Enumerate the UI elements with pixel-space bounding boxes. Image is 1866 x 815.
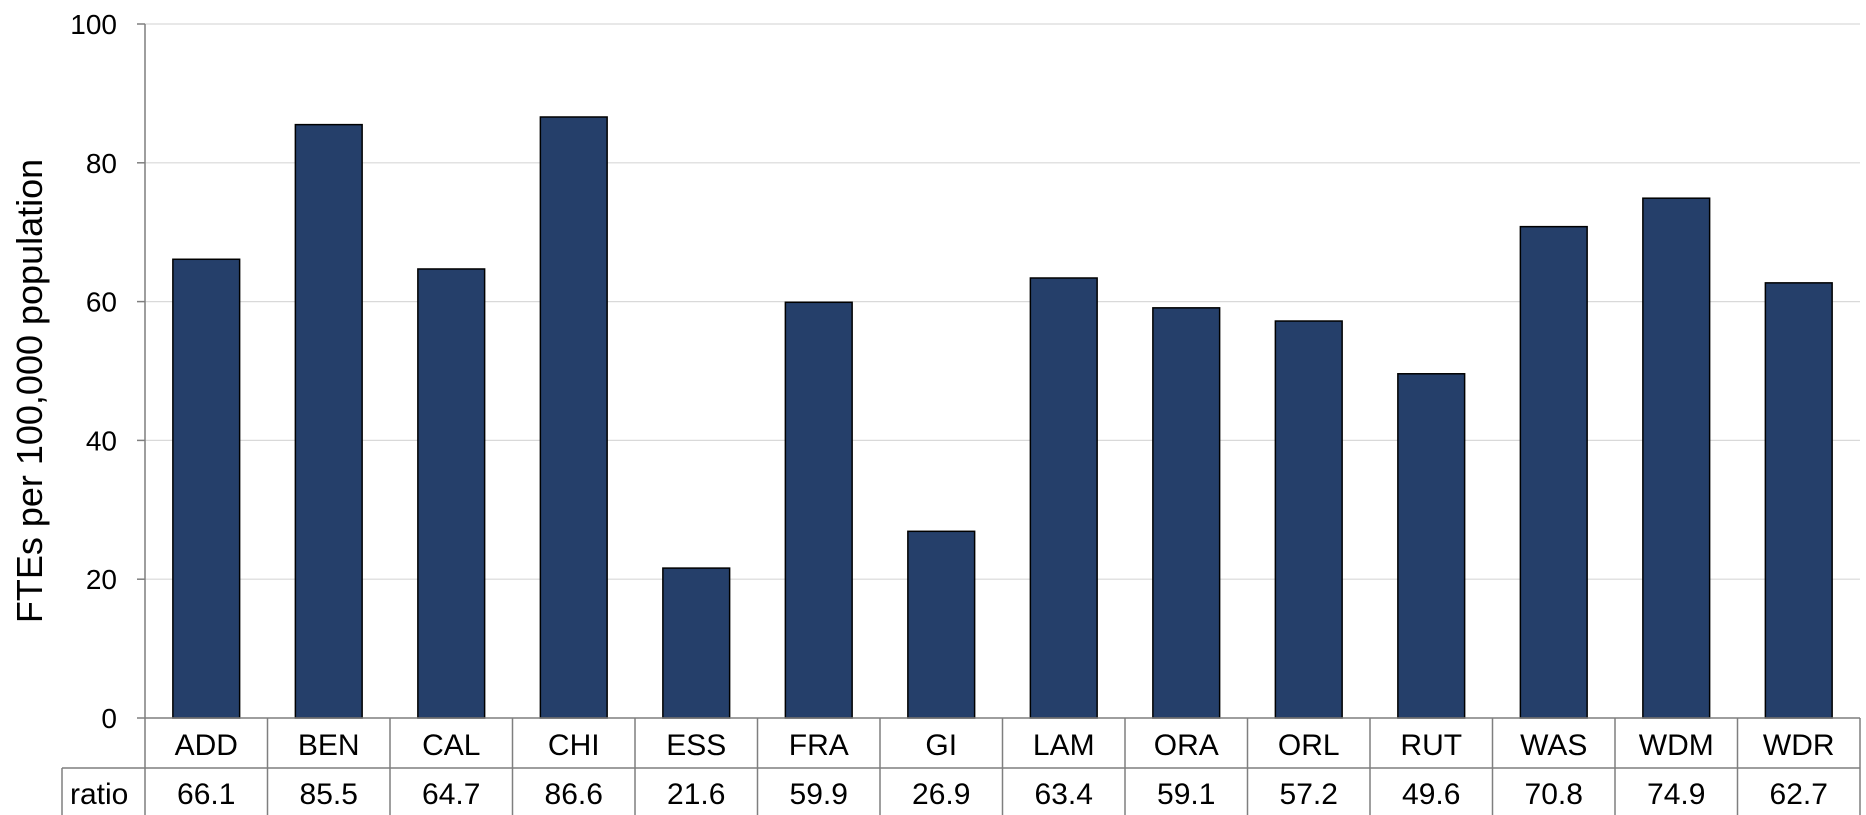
table-value-cell: 57.2 [1280, 778, 1338, 811]
bar-chi [539, 116, 608, 719]
table-value-cell: 21.6 [667, 778, 725, 811]
x-category-label: ORA [1154, 729, 1219, 762]
y-tick-label: 0 [101, 703, 117, 734]
bar-was [1519, 225, 1588, 719]
y-tick-label: 100 [70, 9, 117, 40]
y-tick-label: 40 [86, 425, 117, 456]
table-value-cell: 62.7 [1770, 778, 1828, 811]
x-category-label: WAS [1520, 729, 1587, 762]
bar-lam [1029, 277, 1098, 719]
x-category-label: CAL [422, 729, 480, 762]
table-value-cell: 49.6 [1402, 778, 1460, 811]
y-tick-label: 20 [86, 564, 117, 595]
table-value-cell: 59.1 [1157, 778, 1215, 811]
bar-wdr [1764, 282, 1833, 719]
bars [172, 116, 1833, 719]
table-value-cell: 59.9 [790, 778, 848, 811]
y-axis-title: FTEs per 100,000 population [9, 159, 50, 623]
bar-add [172, 258, 241, 719]
bar-cal [417, 268, 486, 719]
x-category-label: BEN [298, 729, 360, 762]
table-value-cell: 85.5 [300, 778, 358, 811]
x-category-label: FRA [789, 729, 849, 762]
data-table: ADD BEN CAL CHI ESS FRA GI LAM ORA ORL RUT WAS WDM WD… [61, 717, 1861, 815]
table-value-cell: 26.9 [912, 778, 970, 811]
bar-ben [294, 123, 363, 719]
y-tick-label: 60 [86, 287, 117, 318]
table-value-cell: 66.1 [177, 778, 235, 811]
bar-fra [784, 301, 853, 719]
axes: 0 20 40 60 80 100 [70, 9, 146, 815]
table-value-cell: 74.9 [1647, 778, 1705, 811]
table-value-cell: 86.6 [545, 778, 603, 811]
bar-ess [662, 567, 731, 719]
table-value-cell: 70.8 [1525, 778, 1583, 811]
x-category-label: RUT [1400, 729, 1462, 762]
table-value-cell: 64.7 [422, 778, 480, 811]
bar-wdm [1642, 197, 1711, 719]
x-category-label: WDM [1639, 729, 1714, 762]
bar-ora [1152, 307, 1221, 719]
gridlines [145, 23, 1860, 580]
table-value-cell: 63.4 [1035, 778, 1093, 811]
x-category-label: GI [925, 729, 957, 762]
bar-rut [1397, 373, 1466, 719]
x-category-label: WDR [1763, 729, 1835, 762]
table-row-header: ratio [70, 778, 128, 811]
x-category-label: ESS [666, 729, 726, 762]
x-category-label: CHI [548, 729, 600, 762]
x-category-label: ORL [1278, 729, 1340, 762]
bar-orl [1274, 320, 1343, 719]
x-category-label: ADD [175, 729, 238, 762]
bar-gi [907, 530, 976, 719]
y-tick-label: 80 [86, 148, 117, 179]
x-category-label: LAM [1033, 729, 1095, 762]
